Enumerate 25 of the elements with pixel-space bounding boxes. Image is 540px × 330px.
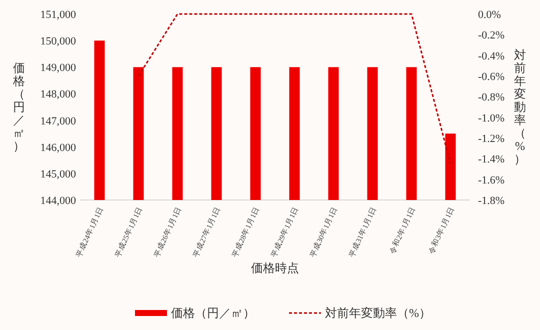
legend-label: 価格（円／㎡） bbox=[171, 306, 255, 320]
x-axis-title: 価格時点 bbox=[251, 261, 299, 275]
legend-label: 対前年変動率（%） bbox=[325, 306, 431, 320]
y2-tick-label: -0.8% bbox=[478, 92, 505, 104]
y-tick-label: 148,000 bbox=[40, 88, 76, 101]
y2-tick-label: -0.4% bbox=[478, 50, 505, 62]
y-tick-label: 146,000 bbox=[40, 142, 76, 154]
y-tick-label: 150,000 bbox=[40, 36, 76, 48]
legend-item: 対前年変動率（%） bbox=[289, 306, 431, 320]
y-tick-label: 145,000 bbox=[40, 168, 76, 180]
y-tick-label: 144,000 bbox=[40, 195, 76, 207]
y2-tick-label: -1.4% bbox=[478, 154, 505, 166]
y2-tick-label: -0.6% bbox=[478, 71, 505, 83]
y-tick-label: 147,000 bbox=[40, 115, 76, 128]
y2-tick-label: -1.8% bbox=[478, 195, 505, 207]
y-axis-title: 価格（円／㎡） bbox=[12, 60, 25, 153]
legend-item: 価格（円／㎡） bbox=[135, 306, 255, 320]
y-tick-label: 149,000 bbox=[40, 62, 76, 74]
y2-tick-label: -1.2% bbox=[478, 133, 505, 145]
y2-tick-label: -1.6% bbox=[478, 174, 505, 186]
y2-tick-label: -1.0% bbox=[478, 112, 505, 124]
y2-tick-label: -0.2% bbox=[478, 30, 505, 42]
y2-tick-label: 0.0% bbox=[478, 9, 501, 21]
y-tick-label: 151,000 bbox=[40, 9, 76, 21]
text: 対前年変動率（%） bbox=[514, 48, 526, 166]
